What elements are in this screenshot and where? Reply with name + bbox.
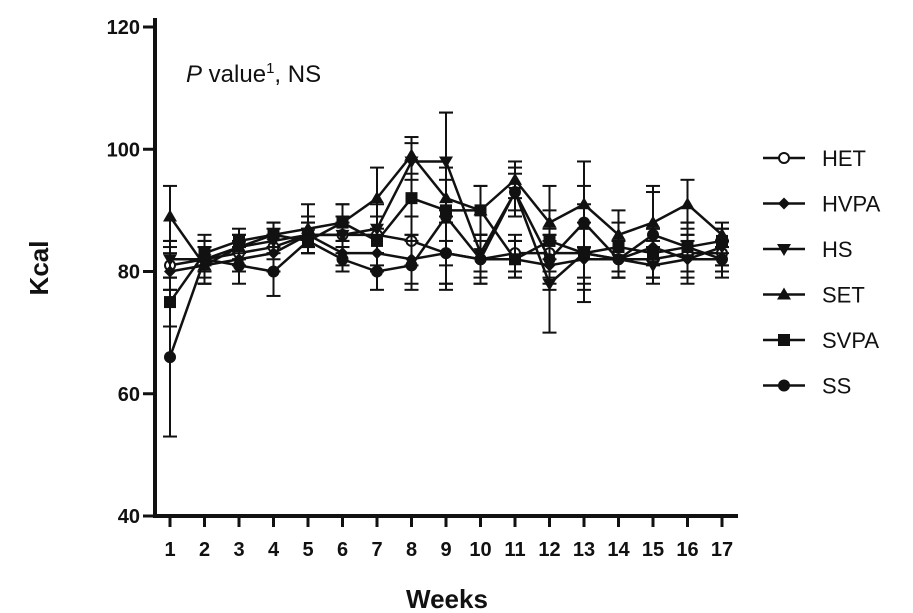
data-point: [163, 209, 177, 222]
legend-label: SET: [822, 283, 865, 308]
legend-marker: [778, 379, 790, 392]
y-axis: 40 60 80 100 120: [107, 17, 157, 528]
p-value-suffix: , NS: [274, 61, 321, 88]
data-point: [405, 259, 418, 272]
x-tick-label: 10: [469, 539, 491, 561]
x-tick-label: 11: [504, 539, 525, 561]
x-tick-label: 5: [302, 539, 313, 561]
data-point: [267, 265, 280, 278]
legend-marker: [778, 152, 790, 164]
data-point: [164, 351, 176, 364]
legend-item-hvpa: HVPA: [763, 192, 881, 217]
data-point: [474, 253, 487, 266]
y-ticks: 40 60 80 100 120: [107, 17, 155, 528]
x-tick-label: 9: [440, 539, 451, 561]
data-point: [336, 253, 349, 266]
x-tick-label: 4: [268, 539, 280, 561]
legend-marker: [778, 334, 790, 346]
data-point: [233, 259, 245, 272]
x-tick-label: 1: [164, 539, 175, 561]
data-point: [474, 204, 487, 217]
data-point: [302, 234, 314, 247]
data-point: [404, 148, 419, 161]
legend-item-svpa: SVPA: [763, 328, 879, 353]
legend: HET HVPA HS SET SVPA SS: [763, 146, 881, 399]
p-value-annotation: P value1, NS: [186, 60, 321, 88]
data-point: [233, 234, 245, 247]
data-point: [543, 253, 556, 266]
x-tick-label: 8: [406, 539, 417, 561]
data-point: [647, 228, 659, 241]
x-tick-label: 6: [337, 539, 348, 561]
x-axis-title: Weeks: [406, 584, 488, 613]
data-point: [716, 253, 728, 266]
y-axis-title: Kcal: [24, 241, 54, 296]
legend-item-hs: HS: [763, 237, 853, 262]
y-tick-label: 100: [107, 139, 140, 161]
y-tick-label: 40: [118, 506, 140, 528]
legend-marker: [778, 197, 790, 210]
data-point: [267, 228, 280, 241]
x-tick-label: 14: [607, 539, 630, 561]
data-point: [405, 192, 418, 205]
data-point: [371, 265, 383, 278]
legend-label: HET: [822, 146, 866, 171]
legend-item-set: SET: [763, 283, 865, 308]
p-value-italic: P: [186, 61, 202, 88]
data-point: [336, 216, 349, 229]
x-tick-label: 16: [676, 539, 698, 561]
legend-marker: [777, 244, 791, 256]
x-axis: 1 2 3 4 5 6 7 8 9 10 11 12 13 14 15 16 17: [153, 514, 738, 561]
legend-label: HVPA: [822, 192, 881, 217]
y-tick-label: 60: [118, 384, 140, 406]
series-ss: [163, 166, 729, 438]
legend-item-het: HET: [763, 146, 866, 171]
x-tick-label: 3: [233, 539, 244, 561]
data-point: [509, 253, 521, 266]
p-value-sup: 1: [266, 60, 274, 77]
data-point: [509, 186, 521, 199]
x-tick-label: 2: [199, 539, 210, 561]
data-point: [440, 210, 452, 223]
legend-marker: [777, 287, 791, 300]
data-point: [163, 254, 177, 267]
y-tick-label: 120: [107, 17, 140, 39]
x-tick-label: 17: [711, 539, 733, 561]
x-tick-label: 15: [642, 539, 664, 561]
data-point: [198, 253, 211, 266]
series-layer: [163, 111, 729, 438]
legend-label: HS: [822, 237, 853, 262]
x-tick-label: 13: [573, 539, 595, 561]
data-point: [612, 253, 625, 266]
data-point: [371, 234, 383, 247]
p-value-text: value: [202, 61, 266, 88]
legend-label: SVPA: [822, 328, 879, 353]
data-point: [680, 197, 695, 210]
x-ticks: 1 2 3 4 5 6 7 8 9 10 11 12 13 14 15 16 17: [164, 516, 733, 561]
y-tick-label: 80: [118, 262, 140, 284]
data-point: [370, 191, 384, 204]
x-tick-label: 12: [538, 539, 560, 561]
legend-label: SS: [822, 374, 851, 399]
data-point: [578, 216, 590, 229]
legend-item-ss: SS: [763, 374, 851, 399]
x-tick-label: 7: [371, 539, 382, 561]
data-point: [681, 241, 694, 254]
